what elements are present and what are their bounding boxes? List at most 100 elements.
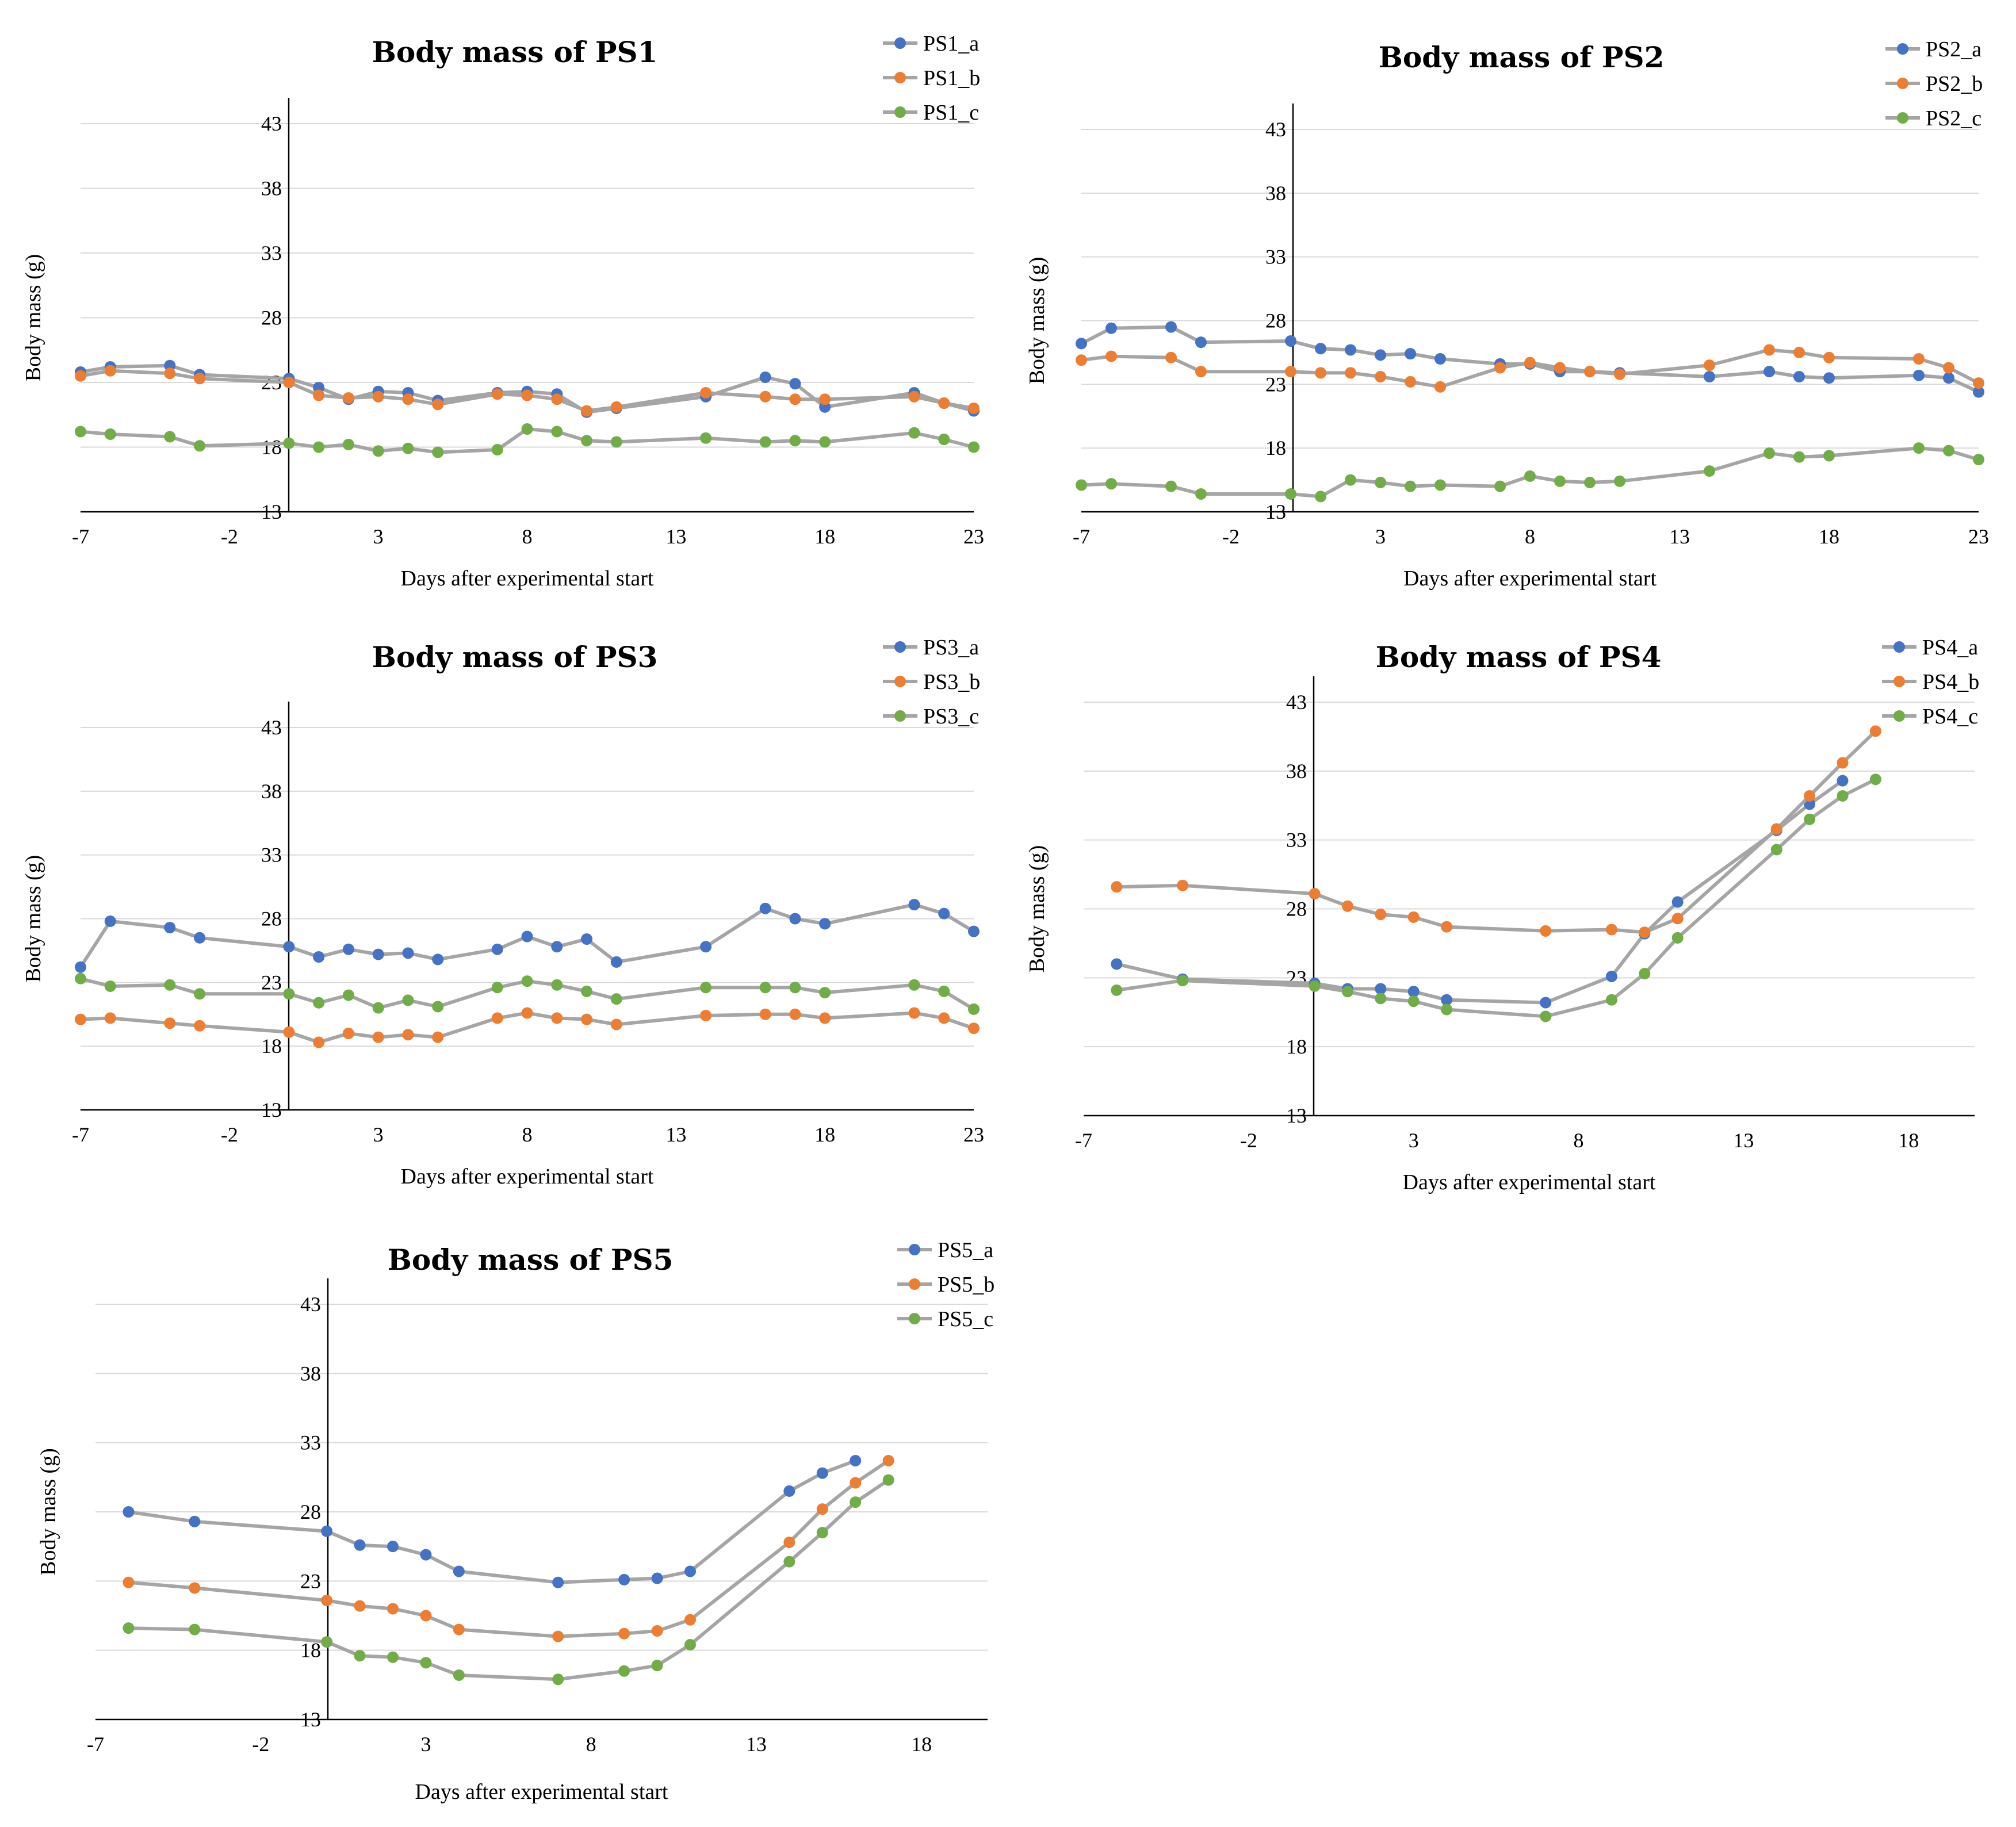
chart-title: Body mass of PS3 (372, 640, 658, 674)
data-point-PS5_b (354, 1600, 366, 1612)
series-line-PS5_a (127, 1459, 858, 1584)
data-point-PS4_c (1540, 1010, 1552, 1022)
data-point-PS1_b (819, 393, 831, 405)
y-axis-label: Body mass (g) (21, 254, 45, 382)
data-point-PS3_c (759, 982, 771, 994)
series-line-PS3_a (79, 903, 976, 969)
legend-label: PS5_c (938, 1307, 993, 1331)
data-point-PS3_b (104, 1012, 116, 1024)
legend-label: PS2_a (1926, 37, 1981, 62)
legend-label: PS4_b (1922, 670, 1979, 694)
data-point-PS5_c (321, 1636, 333, 1648)
data-point-PS2_c (1584, 477, 1596, 489)
y-tick-label: 13 (261, 1098, 282, 1121)
data-point-PS2_c (1165, 480, 1177, 492)
y-tick-label: 43 (300, 1293, 321, 1316)
data-point-PS2_c (1554, 475, 1566, 487)
data-point-PS3_b (789, 1008, 801, 1020)
y-tick-label: 38 (1265, 182, 1286, 205)
data-point-PS5_b (882, 1454, 894, 1466)
data-point-PS3_c (700, 982, 712, 994)
data-point-PS1_b (789, 393, 801, 405)
data-point-PS1_b (581, 405, 593, 417)
data-point-PS3_a (342, 943, 354, 955)
y-tick-label: 28 (1265, 309, 1286, 332)
data-point-PS2_a (1315, 343, 1326, 355)
data-point-PS5_a (783, 1485, 795, 1497)
data-point-PS2_c (1704, 465, 1715, 477)
data-point-PS5_c (618, 1665, 630, 1677)
data-point-PS5_b (387, 1603, 399, 1615)
data-point-PS3_a (551, 941, 563, 953)
data-point-PS3_a (164, 922, 176, 934)
x-tick-label: 8 (522, 1123, 533, 1146)
data-point-PS3_b (372, 1031, 384, 1043)
data-point-PS1_c (789, 435, 801, 447)
legend-marker (894, 37, 906, 49)
y-tick-label: 18 (1286, 1035, 1307, 1058)
data-point-PS4_b (1770, 823, 1782, 835)
legend-label: PS2_b (1926, 72, 1983, 96)
data-point-PS4_c (1869, 773, 1881, 786)
data-point-PS5_a (816, 1467, 828, 1479)
data-point-PS4_b (1837, 757, 1849, 769)
series-line-PS2_c (1080, 446, 1980, 499)
data-point-PS5_a (387, 1541, 399, 1553)
y-tick-label: 23 (1265, 373, 1286, 396)
data-point-PS3_a (700, 941, 712, 953)
x-tick-label: 18 (814, 1123, 835, 1146)
data-point-PS3_b (819, 1012, 831, 1024)
data-point-PS4_b (1111, 881, 1123, 893)
x-tick-label: 3 (420, 1733, 431, 1756)
data-point-PS5_a (453, 1565, 465, 1577)
data-point-PS5_b (684, 1614, 696, 1626)
x-tick-label: 13 (1669, 525, 1690, 548)
data-point-PS3_c (372, 1002, 384, 1014)
data-point-PS2_b (1763, 344, 1775, 356)
data-point-PS3_b (342, 1028, 354, 1039)
data-point-PS3_c (938, 985, 950, 997)
legend-label: PS2_c (1926, 106, 1981, 131)
x-tick-label: 13 (665, 1123, 686, 1146)
x-axis-label: Days after experimental start (401, 1165, 654, 1189)
data-point-PS2_b (1345, 367, 1356, 379)
data-point-PS3_b (402, 1029, 414, 1041)
data-point-PS3_b (700, 1009, 712, 1021)
data-point-PS5_c (783, 1556, 795, 1568)
data-point-PS5_b (850, 1477, 862, 1489)
data-point-PS2_a (1434, 353, 1446, 365)
data-point-PS4_b (1540, 925, 1552, 937)
data-point-PS2_a (1076, 338, 1087, 350)
data-point-PS1_c (283, 437, 295, 449)
data-point-PS4_c (1770, 844, 1782, 856)
data-point-PS3_b (610, 1018, 622, 1031)
data-point-PS4_b (1804, 790, 1816, 802)
data-point-PS3_b (75, 1013, 86, 1025)
data-point-PS1_a (789, 378, 801, 390)
data-point-PS1_b (521, 389, 533, 401)
y-tick-label: 38 (261, 780, 282, 803)
data-point-PS4_a (1407, 986, 1420, 998)
data-point-PS2_c (1973, 454, 1984, 466)
legend-marker (1893, 641, 1905, 653)
data-point-PS4_c (1837, 790, 1849, 802)
data-point-PS2_c (1195, 488, 1207, 500)
data-point-PS2_c (1494, 480, 1506, 492)
data-point-PS2_c (1405, 480, 1416, 492)
x-tick-label: 8 (522, 525, 533, 548)
data-point-PS4_b (1605, 924, 1617, 936)
data-point-PS2_c (1375, 477, 1386, 489)
y-tick-label: 28 (261, 307, 282, 330)
data-point-PS2_b (1494, 362, 1506, 374)
x-tick-label: -2 (252, 1733, 269, 1756)
data-point-PS4_b (1177, 879, 1189, 891)
data-point-PS5_b (123, 1576, 135, 1588)
data-point-PS2_b (1165, 351, 1177, 363)
data-point-PS3_c (908, 979, 920, 991)
series-line-PS3_b (79, 1011, 976, 1044)
data-point-PS4_c (1309, 980, 1321, 992)
legend-marker (894, 710, 906, 722)
